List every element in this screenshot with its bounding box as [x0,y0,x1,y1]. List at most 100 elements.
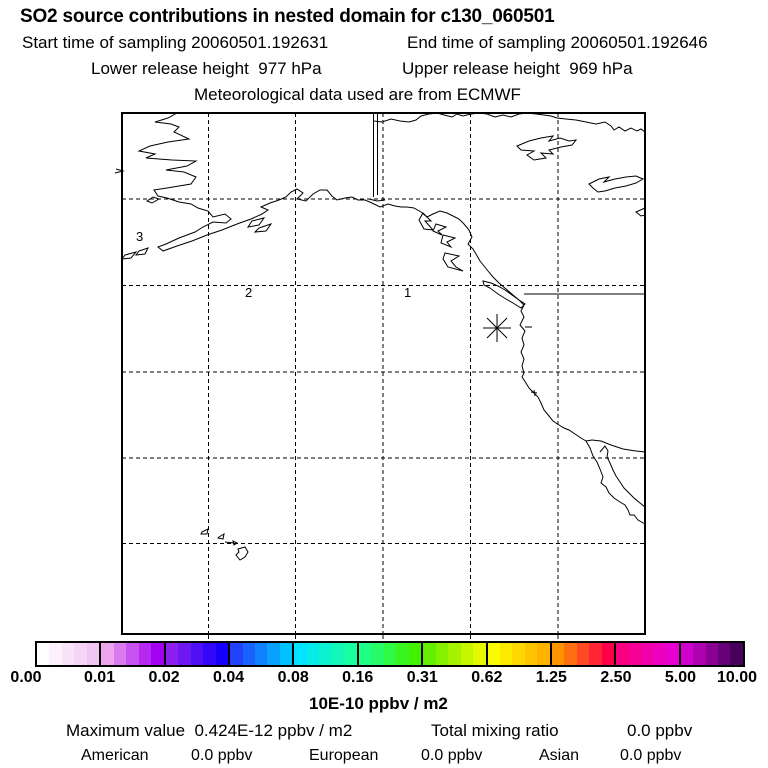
colorbar-cell [448,643,461,665]
colorbar-segment [165,643,231,665]
colorbar-cell [74,643,87,665]
region-asian-label: Asian [539,747,580,764]
receptor-asterisk-marker [483,314,511,342]
colorbar-cell [178,643,191,665]
colorbar-tick-label: 0.16 [342,669,374,686]
colorbar-cell [564,643,577,665]
lake-great-slave [588,175,645,193]
lake-great-bear [516,135,578,161]
colorbar-cell [37,643,50,665]
colorbar-cell [242,643,256,665]
colorbar-tick-label: 0.08 [277,669,309,686]
colorbar-segment [294,643,359,665]
colorbar-tick-label: 0.02 [148,669,180,686]
coastline-gulf-california [599,445,646,508]
colorbar-cell [705,643,718,665]
plot-title: SO2 source contributions in nested domai… [20,6,555,27]
colorbar-cell [126,643,139,665]
colorbar-cell [524,643,538,665]
colorbar-segment [423,643,488,665]
colorbar-tick-label: 0.31 [406,669,438,686]
colorbar-tick-label: 0.01 [83,669,116,686]
colorbar-segment [551,643,617,665]
colorbar-cell [138,643,152,665]
colorbar-cell [215,643,229,665]
colorbar-cell [423,643,436,665]
colorbar-cell [487,643,500,665]
end-time-text: End time of sampling 20060501.192646 [407,33,708,52]
lake-edge-sliver [635,207,646,217]
colorbar-tick-label: 5.00 [664,669,697,686]
colorbar-cell [319,643,332,665]
colorbar-cell [628,643,642,665]
colorbar-segment [616,643,681,665]
grid-lines [122,113,645,634]
colorbar-cell [383,643,397,665]
colorbar-cell [371,643,384,665]
colorbar-cell [460,643,474,665]
colorbar-cell [473,643,486,665]
start-time-text: Start time of sampling 20060501.192631 [22,33,329,52]
colorbar-segment [230,643,295,665]
colorbar-cell [267,643,280,665]
colorbar-cell [641,643,654,665]
colorbar-cell [61,643,75,665]
met-source-text: Meteorological data used are from ECMWF [194,85,521,104]
colorbar-cell [396,643,409,665]
region-european-label: European [309,747,379,764]
day-label-3: 3 [136,229,143,244]
coastline-baja [585,440,646,525]
colorbar-cell [101,643,114,665]
colorbar-cell [693,643,706,665]
colorbar-cell [331,643,345,665]
hawaii-islands [200,528,249,561]
upper-release-text: Upper release height 969 hPa [402,59,633,78]
colorbar-units: 10E-10 ppbv / m2 [309,694,448,713]
region-american-label: American [81,747,149,764]
colorbar-tick-label: 0.62 [471,669,503,686]
total-ratio-label: Total mixing ratio [431,721,559,740]
colorbar-cell [358,643,372,665]
colorbar-cell [718,643,731,665]
colorbar-cell [151,643,164,665]
border-alaska-yukon [368,113,386,202]
kodiak-islands [246,217,273,233]
colorbar-cell [551,643,565,665]
total-ratio-value: 0.0 ppbv [627,721,693,740]
colorbar-tick-label: 0.00 [10,669,42,686]
colorbar-segment [487,643,552,665]
colorbar-tick-label: 1.25 [535,669,567,686]
colorbar-cell [113,643,127,665]
colorbar-cell [165,643,179,665]
colorbar-tick-label: 10.00 [716,669,758,686]
colorbar-cell [86,643,100,665]
lower-release-text: Lower release height 977 hPa [91,59,322,78]
colorbar-cell [576,643,590,665]
coastline-arctic [373,112,646,133]
colorbar-cell [408,643,422,665]
colorbar-cell [190,643,204,665]
colorbar-cell [255,643,268,665]
colorbar-segment [358,643,424,665]
colorbar-cell [512,643,525,665]
frame-bottom-ticks [208,634,559,639]
colorbar-cell [616,643,629,665]
colorbar-cell [49,643,62,665]
coastline-north-america [137,112,646,453]
coast-ticks [525,326,538,397]
colorbar-segment [101,643,166,665]
colorbar-cell [730,643,743,665]
colorbar-tick-label: 2.50 [600,669,632,686]
colorbar-cell [499,643,513,665]
vancouver-island [482,280,526,309]
colorbar-cell [203,643,216,665]
archipelago-islands [418,212,464,272]
colorbar [35,641,745,667]
colorbar-cell [279,643,293,665]
colorbar-cell [435,643,449,665]
region-american-value: 0.0 ppbv [191,747,253,764]
colorbar-cell [589,643,602,665]
colorbar-cell [230,643,243,665]
day-label-1: 1 [404,285,411,300]
region-asian-value: 0.0 ppbv [620,747,682,764]
